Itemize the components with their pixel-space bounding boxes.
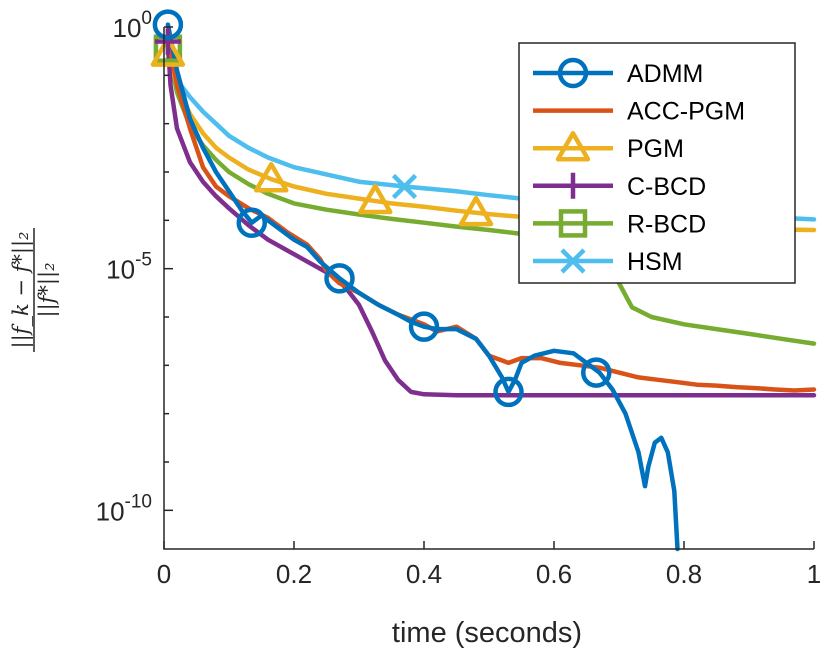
y-tick-label: 10-5 xyxy=(106,250,152,285)
data-marker-admm-4 xyxy=(493,376,524,408)
y-axis-title-numerator: ||f_k − f*||₂ xyxy=(9,232,34,349)
data-marker-pgm-2 xyxy=(358,183,393,215)
data-marker-admm-1 xyxy=(236,207,267,238)
legend-label: HSM xyxy=(627,248,683,276)
legend-entry-c-bcd: C-BCD xyxy=(533,172,706,201)
legend-swatch-marker xyxy=(555,130,591,162)
data-marker-pgm-3 xyxy=(458,195,494,227)
data-marker-pgm-0 xyxy=(150,36,186,67)
axes: 0 0.2 0.4 0.6 0.8 1 100 10-5 10-10 xyxy=(96,8,822,589)
y-axis-title-denominator: ||f*||₂ xyxy=(35,263,60,318)
x-tick-label: 0.2 xyxy=(276,559,312,589)
series-lines xyxy=(165,22,817,552)
legend-entry-admm: ADMM xyxy=(533,57,703,89)
y-axis-title: ||f_k − f*||₂ ||f*||₂ xyxy=(9,228,60,352)
data-marker-pgm-1 xyxy=(254,162,289,193)
data-marker-hsm-0 xyxy=(391,173,418,200)
legend-entry-r-bcd: R-BCD xyxy=(533,209,706,238)
data-marker-c-bcd-0 xyxy=(154,28,181,55)
x-axis-title: time (seconds) xyxy=(392,617,582,649)
x-tick-label: 0.6 xyxy=(536,559,572,589)
legend-entry-hsm: HSM xyxy=(533,248,683,276)
legend-label: C-BCD xyxy=(627,173,706,201)
data-marker-admm-2 xyxy=(324,263,355,294)
x-tick-label: 0.8 xyxy=(666,559,702,589)
legend-label: ACC-PGM xyxy=(627,98,745,126)
legend-entry-acc-pgm: ACC-PGM xyxy=(533,98,745,126)
legend-swatch-marker xyxy=(560,172,586,199)
x-tick-label: 0.4 xyxy=(406,559,442,589)
data-marker-admm-3 xyxy=(408,311,440,342)
series-line-c-bcd xyxy=(165,39,817,398)
data-marker-admm-5 xyxy=(581,357,612,388)
x-tick-label: 0 xyxy=(157,559,171,589)
legend-swatch-marker xyxy=(557,57,589,89)
legend: ADMM ACC-PGM PGM C-BCD R-BCD HSM xyxy=(518,42,796,284)
series-line-admm xyxy=(165,22,680,552)
legend-label: ADMM xyxy=(627,60,703,88)
legend-swatch-marker xyxy=(560,248,586,274)
series-line-r-bcd xyxy=(165,46,817,346)
series-markers xyxy=(150,9,612,408)
legend-entry-pgm: PGM xyxy=(533,130,684,163)
legend-label: R-BCD xyxy=(627,210,706,238)
legend-swatch-marker xyxy=(558,209,588,238)
y-tick-label: 100 xyxy=(113,8,153,43)
legend-label: PGM xyxy=(627,135,684,163)
x-tick-label: 1 xyxy=(807,559,821,589)
y-tick-label: 10-10 xyxy=(96,491,152,526)
data-marker-admm-0 xyxy=(152,9,184,40)
